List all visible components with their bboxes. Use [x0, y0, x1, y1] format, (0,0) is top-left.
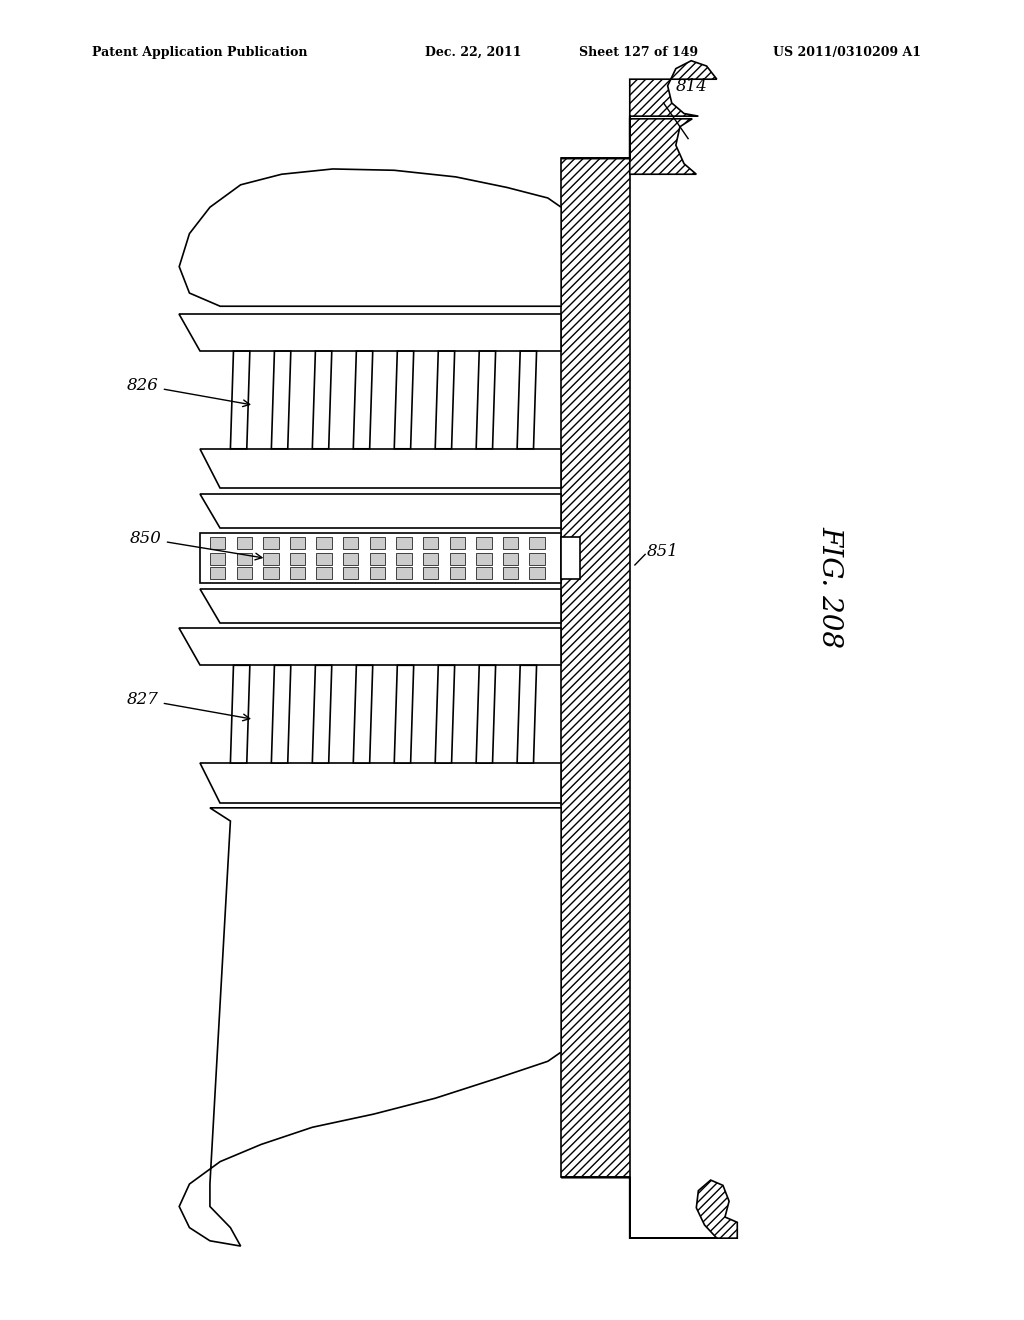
Polygon shape — [394, 351, 414, 449]
Polygon shape — [450, 568, 465, 579]
Text: 850: 850 — [130, 531, 262, 560]
Polygon shape — [529, 553, 545, 565]
Polygon shape — [476, 568, 492, 579]
Polygon shape — [353, 351, 373, 449]
Polygon shape — [503, 537, 518, 549]
Polygon shape — [353, 665, 373, 763]
Polygon shape — [517, 351, 537, 449]
Polygon shape — [237, 553, 252, 565]
Polygon shape — [200, 589, 561, 623]
Polygon shape — [179, 314, 561, 351]
Polygon shape — [396, 537, 412, 549]
Text: 826: 826 — [127, 378, 250, 407]
Polygon shape — [316, 568, 332, 579]
Polygon shape — [263, 537, 279, 549]
Polygon shape — [200, 763, 561, 803]
Text: 814: 814 — [676, 78, 708, 95]
Polygon shape — [394, 665, 414, 763]
Polygon shape — [517, 665, 537, 763]
Polygon shape — [230, 665, 250, 763]
Polygon shape — [200, 494, 561, 528]
Polygon shape — [200, 533, 561, 583]
Polygon shape — [316, 537, 332, 549]
Polygon shape — [476, 553, 492, 565]
Polygon shape — [503, 568, 518, 579]
Polygon shape — [179, 628, 561, 665]
Polygon shape — [179, 808, 561, 1246]
Polygon shape — [370, 537, 385, 549]
Text: US 2011/0310209 A1: US 2011/0310209 A1 — [773, 46, 922, 59]
Polygon shape — [230, 351, 250, 449]
Polygon shape — [271, 351, 291, 449]
Polygon shape — [237, 537, 252, 549]
Polygon shape — [423, 553, 438, 565]
Text: Patent Application Publication: Patent Application Publication — [92, 46, 307, 59]
Polygon shape — [290, 568, 305, 579]
Polygon shape — [370, 553, 385, 565]
Polygon shape — [316, 553, 332, 565]
Polygon shape — [423, 568, 438, 579]
Polygon shape — [343, 537, 358, 549]
Polygon shape — [561, 537, 580, 579]
Polygon shape — [476, 351, 496, 449]
Polygon shape — [396, 553, 412, 565]
Polygon shape — [271, 665, 291, 763]
Polygon shape — [435, 351, 455, 449]
Polygon shape — [561, 1177, 737, 1238]
Polygon shape — [503, 553, 518, 565]
Text: FIG. 208: FIG. 208 — [816, 527, 843, 648]
Polygon shape — [343, 553, 358, 565]
Polygon shape — [561, 61, 717, 174]
Polygon shape — [210, 537, 225, 549]
Polygon shape — [529, 537, 545, 549]
Text: 827: 827 — [127, 692, 250, 721]
Text: 851: 851 — [647, 544, 679, 560]
Polygon shape — [343, 568, 358, 579]
Polygon shape — [423, 537, 438, 549]
Polygon shape — [210, 553, 225, 565]
Polygon shape — [179, 169, 561, 306]
Polygon shape — [435, 665, 455, 763]
Polygon shape — [476, 665, 496, 763]
Polygon shape — [263, 553, 279, 565]
Polygon shape — [312, 665, 332, 763]
Polygon shape — [450, 537, 465, 549]
Polygon shape — [200, 449, 561, 488]
Polygon shape — [290, 553, 305, 565]
Polygon shape — [237, 568, 252, 579]
Polygon shape — [450, 553, 465, 565]
Polygon shape — [263, 568, 279, 579]
Polygon shape — [312, 351, 332, 449]
Polygon shape — [529, 568, 545, 579]
Polygon shape — [561, 158, 630, 1177]
Text: Dec. 22, 2011: Dec. 22, 2011 — [425, 46, 521, 59]
Polygon shape — [290, 537, 305, 549]
Text: Sheet 127 of 149: Sheet 127 of 149 — [579, 46, 697, 59]
Polygon shape — [370, 568, 385, 579]
Polygon shape — [476, 537, 492, 549]
Polygon shape — [210, 568, 225, 579]
Polygon shape — [396, 568, 412, 579]
